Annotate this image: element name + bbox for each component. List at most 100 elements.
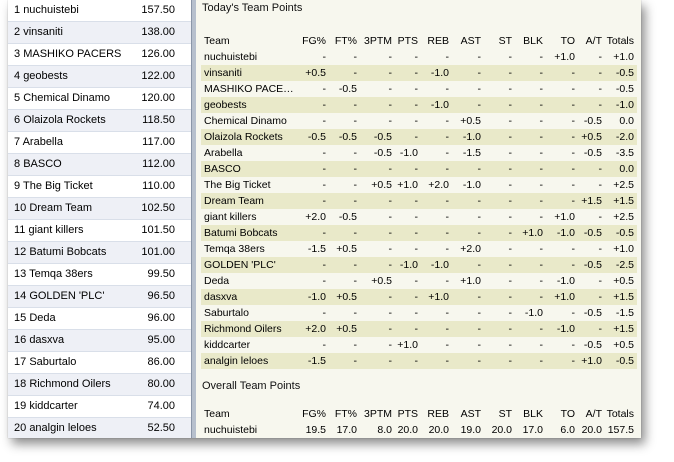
column-header[interactable]: FT% <box>334 35 357 47</box>
standings-team-name: giant killers <box>28 224 84 236</box>
standings-row[interactable]: 18 Richmond Oilers 80.00 <box>8 374 191 396</box>
stat-cell: - <box>452 321 484 337</box>
standings-row[interactable]: 4 geobests 122.00 <box>8 66 191 88</box>
standings-rank: 8 <box>14 158 21 170</box>
stat-cell: +0.5 <box>329 241 360 257</box>
standings-rank: 20 <box>14 422 27 434</box>
column-header[interactable]: FT% <box>334 408 357 420</box>
stat-cell: 19.5 <box>299 422 329 438</box>
standings-rank-team: 1 nuchuistebi <box>14 0 79 21</box>
team-cell: analgin leloes <box>201 353 299 369</box>
standings-row[interactable]: 5 Chemical Dinamo 120.00 <box>8 88 191 110</box>
standings-row[interactable]: 20 analgin leloes 52.50 <box>8 418 191 438</box>
stat-cell: - <box>515 273 546 289</box>
column-header[interactable]: REB <box>427 35 449 47</box>
column-header[interactable]: ST <box>498 35 512 47</box>
standings-row[interactable]: 16 dasxva 95.00 <box>8 330 191 352</box>
standings-row[interactable]: 6 Olaizola Rockets 118.50 <box>8 110 191 132</box>
team-cell: Deda <box>201 273 299 289</box>
table-row: Arabella - - -0.5 -1.0- -1.5- - - -0.5 -3.5 <box>201 145 637 161</box>
stat-cell: - <box>515 257 546 273</box>
standings-row[interactable]: 12 Batumi Bobcats 101.00 <box>8 242 191 264</box>
stat-cell: - <box>329 257 360 273</box>
column-header[interactable]: FG% <box>302 408 326 420</box>
overall-points-table: Team FG% FT% 3PTM PTS REB AST ST BLK TO A/T Totals … <box>201 406 637 438</box>
column-header[interactable]: TO <box>560 35 575 47</box>
column-header[interactable]: REB <box>427 408 449 420</box>
stat-cell: - <box>452 225 484 241</box>
column-header[interactable]: TO <box>560 408 575 420</box>
column-header[interactable]: Totals <box>606 35 634 47</box>
standings-team-name: Dream Team <box>29 202 93 214</box>
stat-cell: -0.5 <box>329 209 360 225</box>
column-header[interactable]: A/T <box>585 408 602 420</box>
column-header[interactable]: Team <box>204 408 230 420</box>
standings-row[interactable]: 2 vinsaniti 138.00 <box>8 22 191 44</box>
stat-cell: - <box>546 337 578 353</box>
standings-row[interactable]: 14 GOLDEN 'PLC' 96.50 <box>8 286 191 308</box>
stat-cell: - <box>421 225 452 241</box>
stat-cell: +2.0 <box>299 209 329 225</box>
column-header[interactable]: A/T <box>585 35 602 47</box>
standings-rank-team: 16 dasxva <box>14 330 64 351</box>
standings-row[interactable]: 11 giant killers 101.50 <box>8 220 191 242</box>
stat-cell: - <box>360 193 395 209</box>
standings-team-name: Arabella <box>22 136 63 148</box>
stat-cell: - <box>484 209 515 225</box>
stat-cell: - <box>484 161 515 177</box>
stat-cell: - <box>395 209 421 225</box>
standings-team-name: Olaizola Rockets <box>23 114 106 126</box>
standings-rank-team: 11 giant killers <box>14 220 84 241</box>
stat-cell: - <box>421 241 452 257</box>
table-row: Batumi Bobcats - - - - - - - +1.0 -1.0 -0.5 -0.5 <box>201 225 637 241</box>
standings-row[interactable]: 10 Dream Team 102.50 <box>8 198 191 220</box>
stat-cell: - <box>515 241 546 257</box>
column-header[interactable]: BLK <box>523 408 543 420</box>
column-header[interactable]: PTS <box>397 35 418 47</box>
column-header[interactable]: Totals <box>606 408 634 420</box>
standings-row[interactable]: 8 BASCO 112.00 <box>8 154 191 176</box>
standings-rank: 4 <box>14 70 21 82</box>
standings-rank-team: 13 Temqa 38ers <box>14 264 93 285</box>
stat-cell: - <box>329 145 360 161</box>
standings-row[interactable]: 15 Deda 96.00 <box>8 308 191 330</box>
standings-rank: 17 <box>14 356 27 368</box>
column-header[interactable]: AST <box>460 35 481 47</box>
standings-row[interactable]: 7 Arabella 117.00 <box>8 132 191 154</box>
column-header[interactable]: FG% <box>302 35 326 47</box>
column-header[interactable]: ST <box>498 408 512 420</box>
column-header[interactable]: 3PTM <box>363 408 392 420</box>
column-header[interactable]: BLK <box>523 35 543 47</box>
standings-row[interactable]: 1 nuchuistebi 157.50 <box>8 0 191 22</box>
column-header[interactable]: 3PTM <box>363 35 392 47</box>
standings-row[interactable]: 9 The Big Ticket 110.00 <box>8 176 191 198</box>
standings-rank-team: 19 kiddcarter <box>14 396 78 417</box>
stat-cell: +0.5 <box>605 273 637 289</box>
standings-row[interactable]: 13 Temqa 38ers 99.50 <box>8 264 191 286</box>
stat-cell: - <box>421 81 452 97</box>
stat-cell: +1.0 <box>452 273 484 289</box>
stat-cell: - <box>484 193 515 209</box>
column-header[interactable]: AST <box>460 408 481 420</box>
standings-team-name: GOLDEN 'PLC' <box>29 290 105 302</box>
standings-points: 126.00 <box>141 48 175 60</box>
stat-cell: 6.0 <box>546 422 578 438</box>
stat-cell: - <box>452 257 484 273</box>
stat-cell: +0.5 <box>329 321 360 337</box>
stat-cell: 20.0 <box>395 422 421 438</box>
stat-cell: - <box>546 193 578 209</box>
stat-cell: - <box>515 145 546 161</box>
stat-cell: - <box>546 113 578 129</box>
standings-row[interactable]: 19 kiddcarter 74.00 <box>8 396 191 418</box>
standings-row[interactable]: 3 MASHIKO PACERS 126.00 <box>8 44 191 66</box>
stat-cell: +1.0 <box>421 289 452 305</box>
column-header[interactable]: PTS <box>397 408 418 420</box>
standings-rank-team: 6 Olaizola Rockets <box>14 110 106 131</box>
standings-row[interactable]: 17 Saburtalo 86.00 <box>8 352 191 374</box>
column-header[interactable]: Team <box>204 35 230 47</box>
stat-cell: 157.5 <box>605 422 637 438</box>
stat-cell: - <box>421 193 452 209</box>
standings-points: 138.00 <box>141 26 175 38</box>
panel-splitter[interactable] <box>191 0 196 438</box>
stat-cell: -1.5 <box>452 145 484 161</box>
